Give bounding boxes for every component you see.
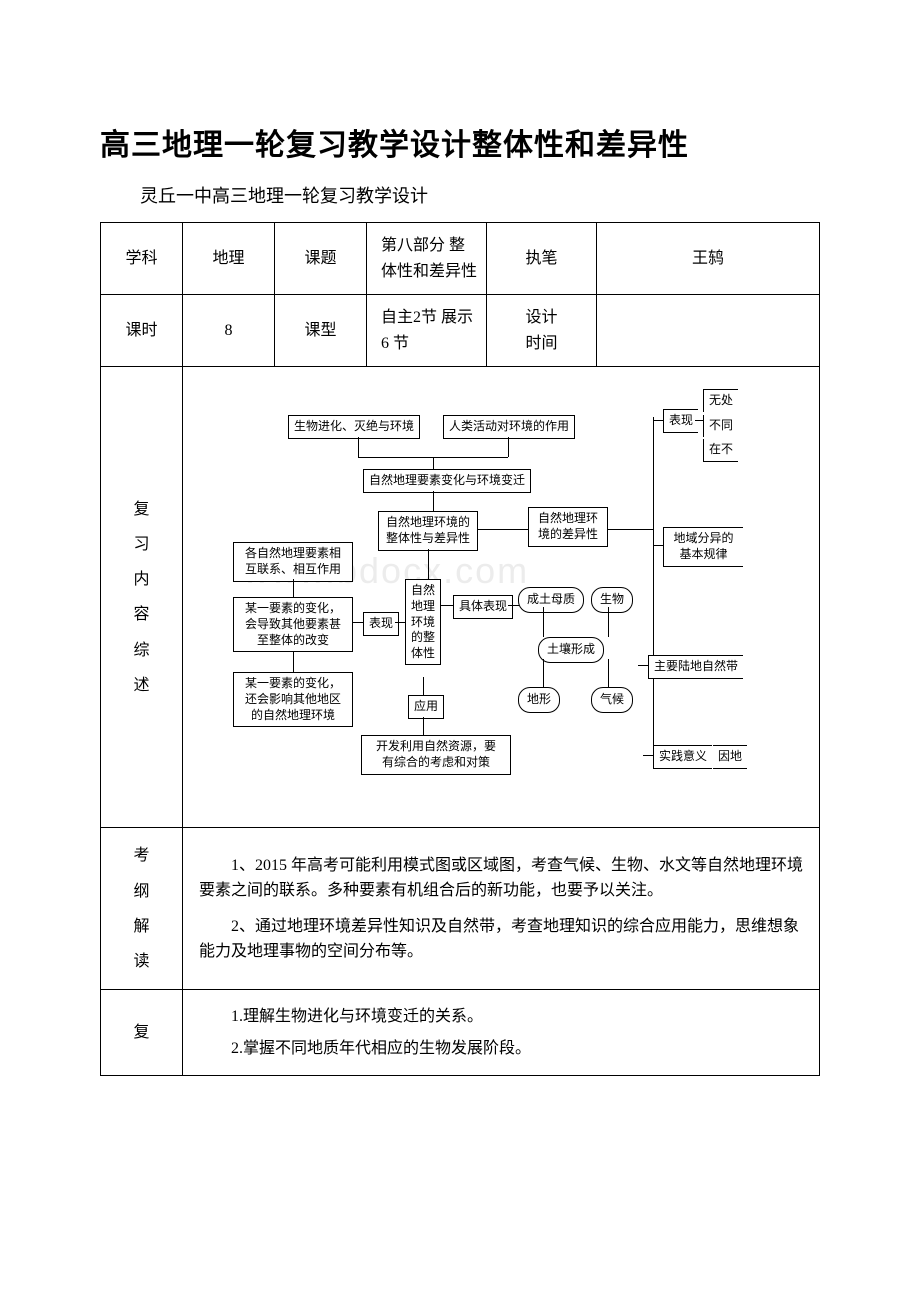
label-author: 执笔 xyxy=(487,223,597,295)
connector xyxy=(608,529,653,530)
connector xyxy=(543,607,544,637)
node-terrain: 地形 xyxy=(518,687,560,712)
connector xyxy=(353,622,363,623)
node-climate: 气候 xyxy=(591,687,633,712)
table-row: 复 1.理解生物进化与环境变迁的关系。 2.掌握不同地质年代相应的生物发展阶段。 xyxy=(101,990,820,1076)
table-row: 考 纲 解 读 1、2015 年高考可能利用模式图或区域图，考查气候、生物、水文… xyxy=(101,828,820,990)
review-p2: 2.掌握不同地质年代相应的生物发展阶段。 xyxy=(199,1036,803,1062)
connector xyxy=(433,457,434,469)
node-r-express: 表现 xyxy=(663,409,698,433)
value-author: 王鸫 xyxy=(597,223,820,295)
label-hours: 课时 xyxy=(101,295,183,367)
label-design-time: 设计 时间 xyxy=(487,295,597,367)
node-parent-material: 成土母质 xyxy=(518,587,584,612)
node-nat-whole: 自然地理环境的整体性 xyxy=(405,579,441,665)
concept-diagram: www.bdocx.com 生物进化、灭绝与环境 人类活动对环境的作用 自然地理… xyxy=(183,387,819,807)
node-r-zonal: 地域分异的基本规律 xyxy=(663,527,743,566)
node-diff-env: 自然地理环境的差异性 xyxy=(528,507,608,546)
node-r-cause: 因地 xyxy=(713,745,747,769)
node-one-change: 某一要素的变化，会导致其他要素甚至整体的改变 xyxy=(233,597,353,652)
syllabus-p2: 2、通过地理环境差异性知识及自然带，考查地理知识的综合应用能力，思维想象能力及地… xyxy=(199,914,803,965)
connector xyxy=(638,665,648,666)
connector xyxy=(293,579,294,597)
syllabus-content: 1、2015 年高考可能利用模式图或区域图，考查气候、生物、水文等自然地理环境要… xyxy=(183,828,820,990)
concept-diagram-cell: www.bdocx.com 生物进化、灭绝与环境 人类活动对环境的作用 自然地理… xyxy=(183,367,820,828)
label-topic: 课题 xyxy=(275,223,367,295)
node-r-diff: 不同 xyxy=(703,415,738,437)
node-express: 表现 xyxy=(363,612,399,636)
node-concrete: 具体表现 xyxy=(453,595,513,619)
node-one-other: 某一要素的变化，还会影响其他地区的自然地理环境 xyxy=(233,672,353,727)
table-row: 课时 8 课型 自主2节 展示6 节 设计 时间 xyxy=(101,295,820,367)
node-resource: 开发利用自然资源，要有综合的考虑和对策 xyxy=(361,735,511,774)
connector xyxy=(608,607,609,637)
node-soil-form: 土壤形成 xyxy=(538,637,604,662)
node-r-none: 无处 xyxy=(703,389,738,412)
review-content: 1.理解生物进化与环境变迁的关系。 2.掌握不同地质年代相应的生物发展阶段。 xyxy=(183,990,820,1076)
value-design-time xyxy=(597,295,820,367)
connector xyxy=(653,420,663,421)
label-review: 复 xyxy=(101,990,183,1076)
node-r-land: 主要陆地自然带 xyxy=(648,655,743,679)
connector xyxy=(478,529,528,530)
lesson-plan-table: 学科 地理 课题 第八部分 整体性和差异性 执笔 王鸫 课时 8 课型 自主2节… xyxy=(100,222,820,1076)
label-syllabus: 考 纲 解 读 xyxy=(101,828,183,990)
connector xyxy=(695,420,703,421)
node-interrelate: 各自然地理要素相互联系、相互作用 xyxy=(233,542,353,581)
connector xyxy=(643,755,653,756)
connector xyxy=(423,677,424,695)
value-hours: 8 xyxy=(183,295,275,367)
connector xyxy=(293,652,294,672)
connector xyxy=(423,717,424,735)
node-apply: 应用 xyxy=(408,695,444,719)
label-time: 时间 xyxy=(495,331,588,357)
table-row: 学科 地理 课题 第八部分 整体性和差异性 执笔 王鸫 xyxy=(101,223,820,295)
node-r-practice: 实践意义 xyxy=(653,745,712,769)
label-content-overview: 复 习 内 容 综 述 xyxy=(101,367,183,828)
connector xyxy=(441,605,453,606)
label-subject: 学科 xyxy=(101,223,183,295)
node-whole-diff: 自然地理环境的整体性与差异性 xyxy=(378,511,478,550)
value-topic: 第八部分 整体性和差异性 xyxy=(367,223,487,295)
label-type: 课型 xyxy=(275,295,367,367)
connector xyxy=(653,545,663,546)
page-title: 高三地理一轮复习教学设计整体性和差异性 xyxy=(100,120,820,164)
connector xyxy=(428,549,429,579)
table-row: 复 习 内 容 综 述 www.bdocx.com 生物进化、灭绝与环境 人类活… xyxy=(101,367,820,828)
node-element-change: 自然地理要素变化与环境变迁 xyxy=(363,469,531,493)
label-design: 设计 xyxy=(495,305,588,331)
connector xyxy=(358,437,359,457)
node-r-exist: 在不 xyxy=(703,439,738,462)
connector xyxy=(543,659,544,687)
node-human-activity: 人类活动对环境的作用 xyxy=(443,415,575,439)
connector xyxy=(508,437,509,457)
syllabus-p1: 1、2015 年高考可能利用模式图或区域图，考查气候、生物、水文等自然地理环境要… xyxy=(199,853,803,904)
connector xyxy=(608,659,609,687)
value-type: 自主2节 展示6 节 xyxy=(367,295,487,367)
connector xyxy=(395,622,405,623)
node-bio-evolution: 生物进化、灭绝与环境 xyxy=(288,415,420,439)
connector xyxy=(433,491,434,511)
page-subtitle: 灵丘一中高三地理一轮复习教学设计 xyxy=(100,182,820,208)
value-subject: 地理 xyxy=(183,223,275,295)
node-biology: 生物 xyxy=(591,587,633,612)
connector xyxy=(653,417,654,757)
review-p1: 1.理解生物进化与环境变迁的关系。 xyxy=(199,1004,803,1030)
